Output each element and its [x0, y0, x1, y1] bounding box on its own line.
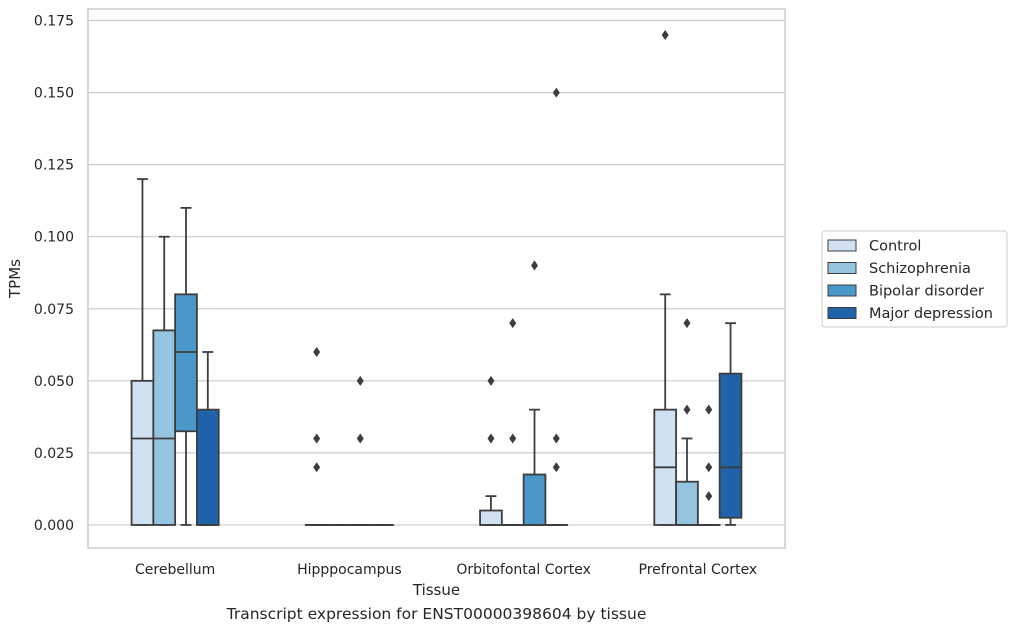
outlier-point — [487, 375, 495, 386]
x-axis-ticks: Cerebellum Hipppocampus Orbitofontal Corte… — [135, 562, 757, 578]
y-tick-label: 0.175 — [34, 14, 74, 30]
box-1-0 — [304, 347, 329, 526]
legend: Control Schizophrenia Bipolar disorder Majo… — [821, 230, 1008, 328]
y-tick-label: 0.125 — [34, 158, 74, 174]
y-tick-label: 0.050 — [34, 374, 74, 390]
box-iqr — [522, 473, 547, 526]
box-0-2 — [174, 206, 198, 526]
outlier-point — [552, 462, 560, 473]
y-axis-ticks: 0.000 0.025 0.050 0.075 0.100 0.125 0.150 0.175 — [34, 14, 74, 534]
box-0-3 — [196, 351, 220, 526]
box-0-0 — [130, 178, 155, 526]
outlier-point — [661, 29, 669, 40]
y-tick-label: 0.075 — [34, 302, 74, 318]
y-tick-label: 0.000 — [34, 518, 74, 534]
outlier-point — [683, 318, 691, 329]
box-2-2 — [522, 260, 547, 526]
box-iqr — [152, 329, 177, 526]
outlier-point — [552, 87, 560, 98]
legend-label: Control — [869, 239, 921, 255]
outlier-point — [683, 404, 691, 415]
box-iqr — [718, 372, 743, 519]
legend-frame — [821, 230, 1008, 328]
outlier-point — [356, 375, 364, 386]
y-tick-label: 0.100 — [34, 230, 74, 246]
legend-label: Bipolar disorder — [869, 284, 984, 300]
outlier-point — [487, 433, 495, 444]
y-tick-label: 0.150 — [34, 86, 74, 102]
x-tick-label: Cerebellum — [135, 562, 215, 578]
outlier-point — [509, 318, 517, 329]
y-tick-label: 0.025 — [34, 446, 74, 462]
box-2-3 — [544, 87, 569, 526]
outlier-point — [705, 491, 713, 502]
box-iqr — [130, 379, 155, 526]
legend-label: Schizophrenia — [869, 261, 971, 277]
chart-caption: Transcript expression for ENST0000039860… — [226, 605, 647, 623]
legend-label: Major depression — [869, 306, 993, 322]
grid — [88, 19, 785, 526]
box-3-0 — [653, 29, 677, 526]
box-iqr — [479, 509, 503, 526]
legend-swatch — [827, 307, 857, 319]
box-0-1 — [152, 235, 177, 526]
outlier-point — [705, 462, 713, 473]
box-3-1 — [675, 318, 699, 526]
outlier-point — [313, 347, 321, 357]
legend-swatch — [827, 262, 857, 274]
outlier-point — [531, 260, 539, 271]
outlier-point — [313, 462, 321, 473]
box-groups — [130, 29, 743, 526]
legend-swatch — [827, 284, 857, 297]
outlier-point — [509, 433, 517, 444]
box-3-3 — [718, 322, 743, 526]
box-2-0 — [479, 375, 503, 526]
x-tick-label: Orbitofontal Cortex — [456, 562, 591, 578]
outlier-point — [705, 404, 713, 415]
outlier-point — [313, 433, 321, 444]
box-iqr — [196, 408, 220, 526]
x-axis-label: Tissue — [412, 581, 460, 599]
x-tick-label: Prefrontal Cortex — [639, 562, 758, 578]
box-iqr — [675, 480, 699, 526]
box-iqr — [174, 293, 198, 433]
box-1-2 — [348, 375, 373, 526]
x-tick-label: Hipppocampus — [297, 562, 402, 578]
outlier-point — [356, 433, 364, 444]
y-axis-label: TPMs — [6, 259, 24, 299]
plot-frame — [87, 8, 786, 549]
legend-swatch — [827, 239, 857, 252]
box-3-2 — [696, 404, 721, 526]
box-2-1 — [500, 318, 525, 526]
outlier-point — [552, 433, 560, 444]
